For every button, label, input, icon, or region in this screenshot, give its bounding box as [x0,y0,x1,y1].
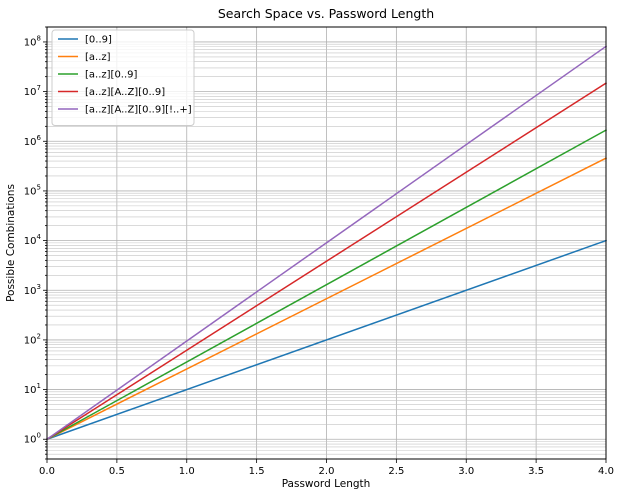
legend-label: [a..z][A..Z][0..9][!..+] [85,105,192,116]
legend-box [51,29,195,126]
series-layer [45,45,608,441]
x-tick-label: 0.5 [109,466,125,477]
series-line [45,45,608,441]
y-tick-label: 107 [24,84,41,98]
x-tick-label: 1.5 [249,466,265,477]
x-tick-label: 2.5 [388,466,404,477]
y-tick-label: 104 [24,233,42,247]
y-tick-label: 102 [24,332,41,346]
tick-layer: 0.0 0.5 1.0 1.5 2.0 2.5 3.0 3.5 4.0 100 101 102 103 1… [24,26,614,477]
series-line [45,82,608,441]
legend-label: [a..z] [85,52,111,63]
legend-label: [a..z][A..Z][0..9] [85,87,165,98]
y-tick-label: 105 [24,183,41,197]
chart-title: Search Space vs. Password Length [218,6,434,21]
y-tick-label: 101 [24,382,41,396]
x-tick-label: 4.0 [598,466,614,477]
y-tick-label: 100 [24,432,41,446]
legend-label: [0..9] [85,35,112,46]
x-tick-label: 2.0 [319,466,335,477]
x-tick-label: 3.5 [528,466,544,477]
series-line [46,239,607,441]
y-tick-label: 103 [24,283,41,297]
x-tick-label: 0.0 [39,466,55,477]
x-tick-label: 3.0 [458,466,474,477]
x-axis-label: Password Length [282,478,371,490]
series-line [45,129,608,441]
y-tick-label: 106 [24,134,42,148]
legend: [0..9] [a..z] [a..z][0..9] [a..z][A..Z][0..… [51,29,195,126]
y-axis-label: Possible Combinations [5,184,17,302]
y-tick-label: 108 [24,34,41,48]
legend-label: [a..z][0..9] [85,70,138,81]
series-line [45,157,608,441]
x-tick-label: 1.0 [179,466,195,477]
